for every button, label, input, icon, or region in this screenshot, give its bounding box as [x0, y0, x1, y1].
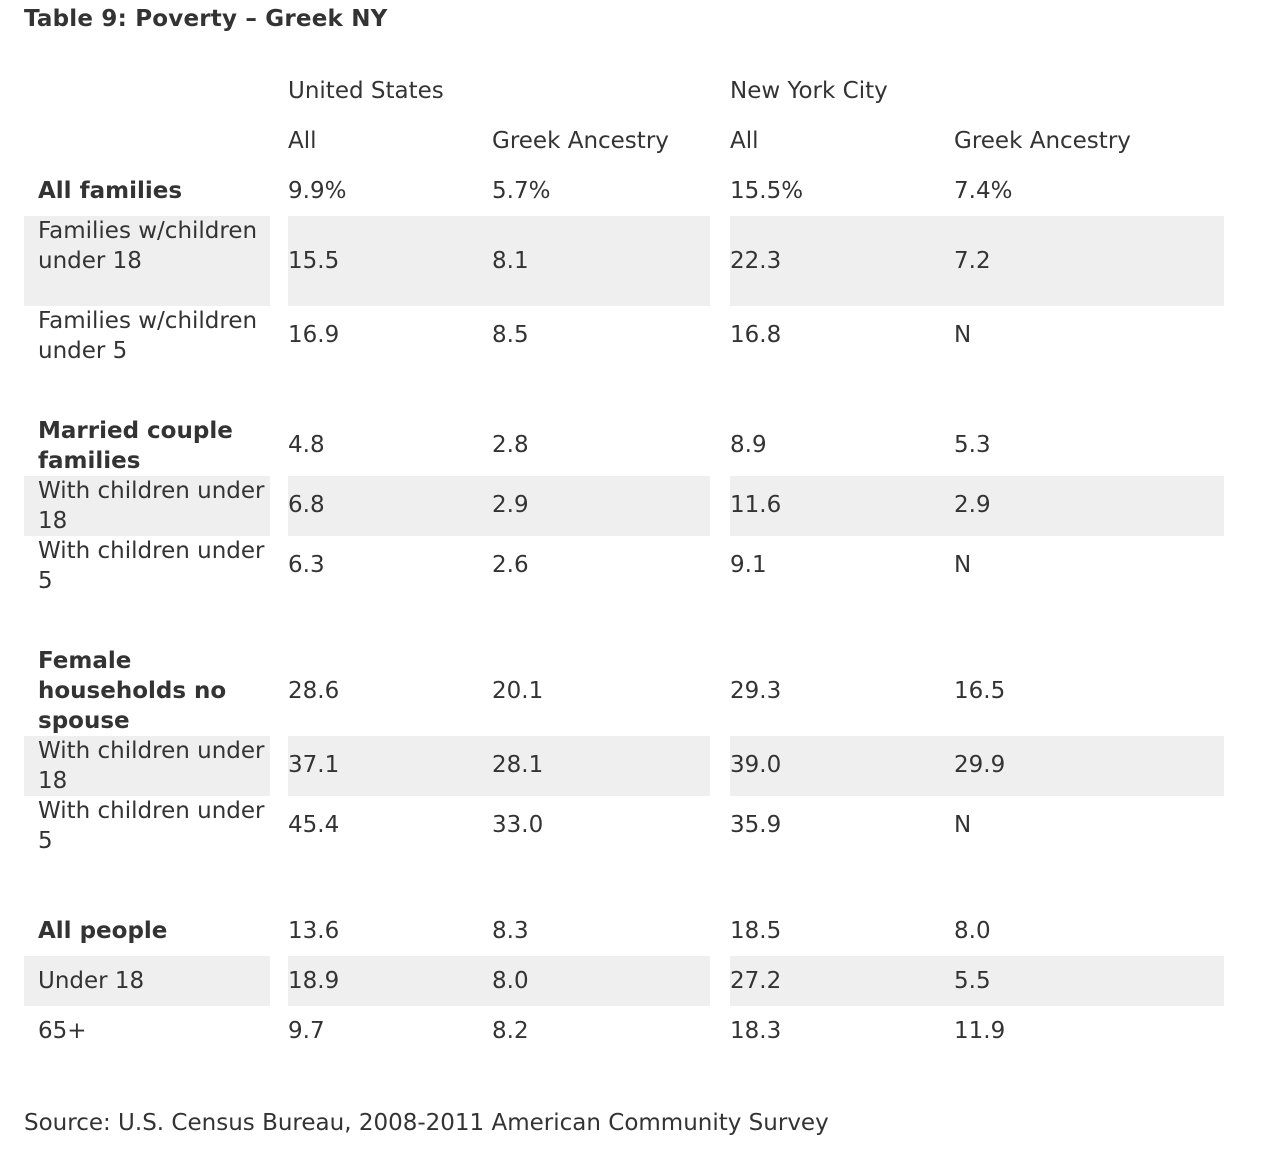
row-label: With children under 5 — [38, 538, 265, 594]
table-cell: 6.8 — [288, 492, 325, 518]
table-cell: 8.2 — [492, 1018, 529, 1044]
row-shade — [24, 476, 270, 536]
table-cell: N — [954, 812, 972, 838]
table-cell: 5.3 — [954, 432, 991, 458]
table-cell: 15.5 — [288, 248, 340, 274]
table-cell: 45.4 — [288, 812, 340, 838]
table-cell: 13.6 — [288, 918, 340, 944]
table-cell: 7.2 — [954, 248, 991, 274]
row-shade — [730, 216, 1224, 306]
row-label: Married couple families — [38, 418, 233, 474]
table-cell: 8.5 — [492, 322, 529, 348]
table-cell: 5.5 — [954, 968, 991, 994]
table-cell: 2.9 — [954, 492, 991, 518]
table-cell: 39.0 — [730, 752, 782, 778]
row-label: Female households no spouse — [38, 648, 227, 734]
row-shade — [288, 476, 710, 536]
table-cell: 4.8 — [288, 432, 325, 458]
table-cell: 8.0 — [954, 918, 991, 944]
table-cell: 9.9% — [288, 178, 347, 204]
table-cell: 29.9 — [954, 752, 1006, 778]
table-cell: 2.9 — [492, 492, 529, 518]
table-cell: 8.1 — [492, 248, 529, 274]
row-shade — [24, 216, 270, 306]
table-cell: 11.9 — [954, 1018, 1006, 1044]
row-shade — [730, 956, 1224, 1006]
table-cell: 37.1 — [288, 752, 340, 778]
table-cell: 22.3 — [730, 248, 782, 274]
row-shade — [730, 476, 1224, 536]
column-header-us-greek: Greek Ancestry — [492, 128, 669, 154]
table-cell: N — [954, 322, 972, 348]
table-cell: 6.3 — [288, 552, 325, 578]
table-cell: 33.0 — [492, 812, 544, 838]
source-note: Source: U.S. Census Bureau, 2008-2011 Am… — [24, 1110, 829, 1136]
column-header-nyc-greek: Greek Ancestry — [954, 128, 1131, 154]
column-header-nyc-all: All — [730, 128, 759, 154]
table-cell: 16.5 — [954, 678, 1006, 704]
table-cell: 20.1 — [492, 678, 544, 704]
table-cell: 9.1 — [730, 552, 767, 578]
row-label: 65+ — [38, 1018, 87, 1044]
column-header-us-all: All — [288, 128, 317, 154]
row-label: Families w/children under 18 — [38, 218, 258, 274]
table-cell: 28.6 — [288, 678, 340, 704]
table-cell: 8.3 — [492, 918, 529, 944]
table-cell: 35.9 — [730, 812, 782, 838]
row-label: With children under 18 — [38, 478, 265, 534]
table-cell: 2.6 — [492, 552, 529, 578]
table-cell: 16.8 — [730, 322, 782, 348]
table-cell: 9.7 — [288, 1018, 325, 1044]
row-shade — [24, 956, 270, 1006]
table-cell: 16.9 — [288, 322, 340, 348]
table-cell: 8.9 — [730, 432, 767, 458]
row-label: All families — [38, 178, 183, 204]
table-cell: 15.5% — [730, 178, 804, 204]
row-shade — [730, 736, 1224, 796]
row-shade — [288, 216, 710, 306]
table-cell: 29.3 — [730, 678, 782, 704]
table-cell: 5.7% — [492, 178, 551, 204]
table-cell: 28.1 — [492, 752, 544, 778]
row-label: All people — [38, 918, 168, 944]
table-cell: 18.3 — [730, 1018, 782, 1044]
table-cell: 2.8 — [492, 432, 529, 458]
row-shade — [24, 736, 270, 796]
row-shade — [288, 956, 710, 1006]
row-label: With children under 18 — [38, 738, 265, 794]
row-label: Families w/children under 5 — [38, 308, 258, 364]
table-title: Table 9: Poverty – Greek NY — [24, 6, 388, 32]
row-label: Under 18 — [38, 968, 145, 994]
table-cell: 7.4% — [954, 178, 1013, 204]
table-cell: 27.2 — [730, 968, 782, 994]
table-cell: 8.0 — [492, 968, 529, 994]
group-header-new-york-city: New York City — [730, 78, 888, 104]
table-cell: N — [954, 552, 972, 578]
table-cell: 18.9 — [288, 968, 340, 994]
row-shade — [288, 736, 710, 796]
row-label: With children under 5 — [38, 798, 265, 854]
table-cell: 11.6 — [730, 492, 782, 518]
table-cell: 18.5 — [730, 918, 782, 944]
group-header-united-states: United States — [288, 78, 444, 104]
